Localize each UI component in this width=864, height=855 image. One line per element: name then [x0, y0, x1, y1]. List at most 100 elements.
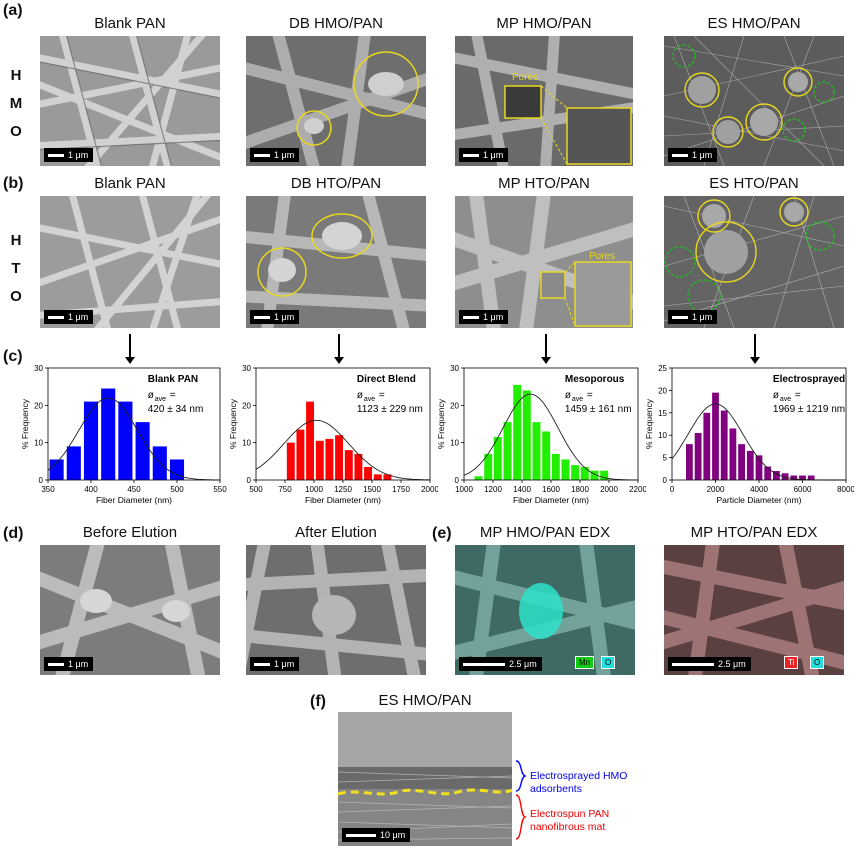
scale-bar-label: 2.5 μm — [509, 659, 537, 669]
histogram-bar — [542, 431, 551, 480]
panel-label-e: (e) — [432, 525, 452, 542]
row-letter: H — [10, 67, 22, 84]
scale-bar-label: 1 μm — [692, 150, 713, 160]
histogram-bar — [773, 471, 780, 480]
row-letter: H — [10, 232, 22, 249]
histogram-bar — [118, 401, 133, 480]
scale-bar-label: 1 μm — [274, 150, 295, 160]
stat-value: 1969 ± 1219 nm — [773, 404, 845, 415]
x-tick-label: 6000 — [794, 485, 812, 494]
histogram-bar — [720, 410, 728, 480]
scale-bar-label: 1 μm — [68, 150, 89, 160]
histogram-bar — [474, 476, 483, 480]
pores-label: Pores — [589, 251, 616, 262]
x-tick-label: 550 — [213, 485, 227, 494]
y-tick-label: 0 — [39, 476, 44, 485]
y-tick-label: 0 — [663, 476, 668, 485]
scale-bar-label: 1 μm — [68, 312, 89, 322]
y-tick-label: 10 — [242, 439, 251, 448]
title-b-es: ES HTO/PAN — [709, 175, 799, 192]
y-tick-label: 25 — [658, 364, 667, 373]
x-tick-label: 1200 — [484, 485, 502, 494]
x-tick-label: 1750 — [392, 485, 410, 494]
label-line: nanofibrous mat — [530, 821, 606, 833]
histogram-bar — [83, 401, 99, 480]
chart-legend-label: Blank PAN — [148, 374, 198, 385]
x-axis-label: Fiber Diameter (nm) — [96, 495, 172, 505]
x-tick-label: 450 — [127, 485, 141, 494]
histogram-bar — [532, 422, 541, 480]
stat-equals: = — [170, 390, 176, 401]
fit-curve — [47, 397, 220, 481]
x-tick-label: 8000 — [837, 485, 854, 494]
sem-image-d-before: 1 μm — [40, 545, 220, 675]
edx-tag-ti: Ti — [784, 656, 799, 669]
sem-image-a-blank: 1 μm — [40, 36, 220, 166]
histogram-bar — [738, 444, 745, 480]
stat-symbol: ø — [357, 390, 363, 401]
histogram-mesoporous: 1000 1200 1400 1600 1800 2000 2200 0 10 20 30 Fiber… — [436, 364, 646, 505]
scale-bar: 1 μm — [44, 148, 94, 162]
histogram-bar — [580, 466, 589, 480]
x-tick-label: 1400 — [513, 485, 531, 494]
histogram-bar — [101, 388, 116, 480]
panel-label-c: (c) — [3, 348, 23, 365]
x-tick-label: 1500 — [363, 485, 381, 494]
label-line: adsorbents — [530, 783, 582, 795]
chart-legend-label: Electrosprayed — [773, 374, 845, 385]
stat-subscript: ave — [780, 396, 791, 403]
histogram-bar — [286, 442, 295, 480]
histogram-bar — [694, 432, 702, 480]
stat-equals: = — [587, 390, 593, 401]
scale-bar: 1 μm — [250, 657, 300, 671]
x-tick-label: 1800 — [571, 485, 589, 494]
panel-label-f: (f) — [310, 693, 326, 710]
stat-subscript: ave — [364, 396, 375, 403]
x-tick-label: 1000 — [305, 485, 323, 494]
down-arrow-icon — [125, 334, 135, 364]
stat-equals: = — [379, 390, 385, 401]
x-axis-label: Fiber Diameter (nm) — [513, 495, 589, 505]
histogram-bar — [484, 453, 493, 480]
y-tick-label: 30 — [34, 364, 43, 373]
label-electrosprayed-layer: Electrosprayed HMO adsorbents — [530, 770, 627, 796]
title-d-after: After Elution — [295, 524, 377, 541]
scale-bar: 2.5 μm — [459, 657, 542, 671]
x-tick-label: 2000 — [421, 485, 438, 494]
histogram-bar — [522, 390, 531, 480]
y-tick-label: 20 — [34, 401, 43, 410]
title-b-db: DB HTO/PAN — [290, 175, 382, 192]
panel-label-d: (d) — [3, 525, 24, 542]
x-tick-label: 400 — [84, 485, 98, 494]
y-tick-label: 20 — [450, 401, 459, 410]
scale-bar: 1 μm — [44, 310, 94, 324]
y-tick-label: 20 — [242, 401, 251, 410]
histogram-bar — [315, 440, 324, 480]
edx-tag-mn: Mn — [575, 656, 595, 669]
histogram-bar — [561, 459, 570, 480]
y-tick-label: 0 — [247, 476, 252, 485]
histogram-bar — [790, 475, 798, 480]
stat-symbol: ø — [148, 390, 154, 401]
histogram-bar — [686, 444, 693, 480]
stat-subscript: ave — [572, 396, 583, 403]
sem-image-b-db: 1 μm — [246, 196, 426, 328]
scale-bar: 10 μm — [342, 828, 411, 842]
y-tick-label: 15 — [658, 409, 667, 418]
brace-top — [515, 760, 527, 792]
x-tick-label: 750 — [278, 485, 292, 494]
scale-bar-label: 1 μm — [483, 150, 504, 160]
y-axis-label: % Frequency — [20, 398, 30, 449]
histogram-bar — [169, 459, 185, 480]
stat-value: 1459 ± 161 nm — [565, 404, 632, 415]
histogram-bar — [729, 428, 737, 480]
stat-value: 1123 ± 229 nm — [357, 404, 423, 415]
y-tick-label: 10 — [658, 431, 667, 440]
histogram-bar — [590, 470, 599, 480]
histogram-bar — [600, 470, 609, 480]
y-tick-label: 30 — [450, 364, 459, 373]
x-tick-label: 500 — [170, 485, 184, 494]
x-tick-label: 1000 — [455, 485, 473, 494]
stat-equals: = — [795, 390, 801, 401]
y-axis-label: % Frequency — [436, 398, 446, 449]
